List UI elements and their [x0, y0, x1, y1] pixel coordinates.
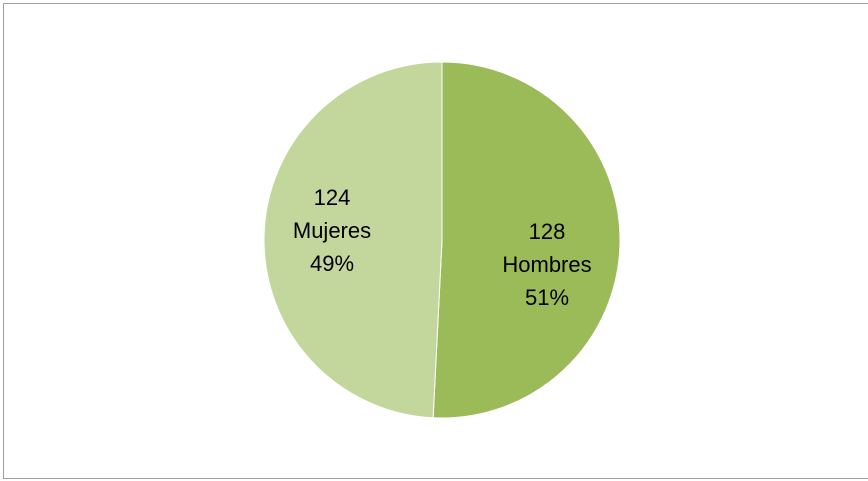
data-label-category: Hombres	[502, 252, 591, 277]
data-label-percent: 49%	[310, 251, 354, 276]
chart-area: 128 Hombres 51% 124 Mujeres 49%	[3, 3, 868, 479]
data-label-percent: 51%	[525, 285, 569, 310]
pie-slice-mujeres	[263, 61, 443, 419]
data-label-mujeres: 124 Mujeres 49%	[293, 185, 371, 276]
data-label-category: Mujeres	[293, 218, 371, 243]
pie-chart: 128 Hombres 51% 124 Mujeres 49%	[263, 61, 621, 419]
pie-slice-hombres	[432, 61, 621, 419]
data-label-value: 124	[314, 185, 351, 210]
data-label-value: 128	[529, 219, 566, 244]
data-label-hombres: 128 Hombres 51%	[502, 219, 591, 310]
